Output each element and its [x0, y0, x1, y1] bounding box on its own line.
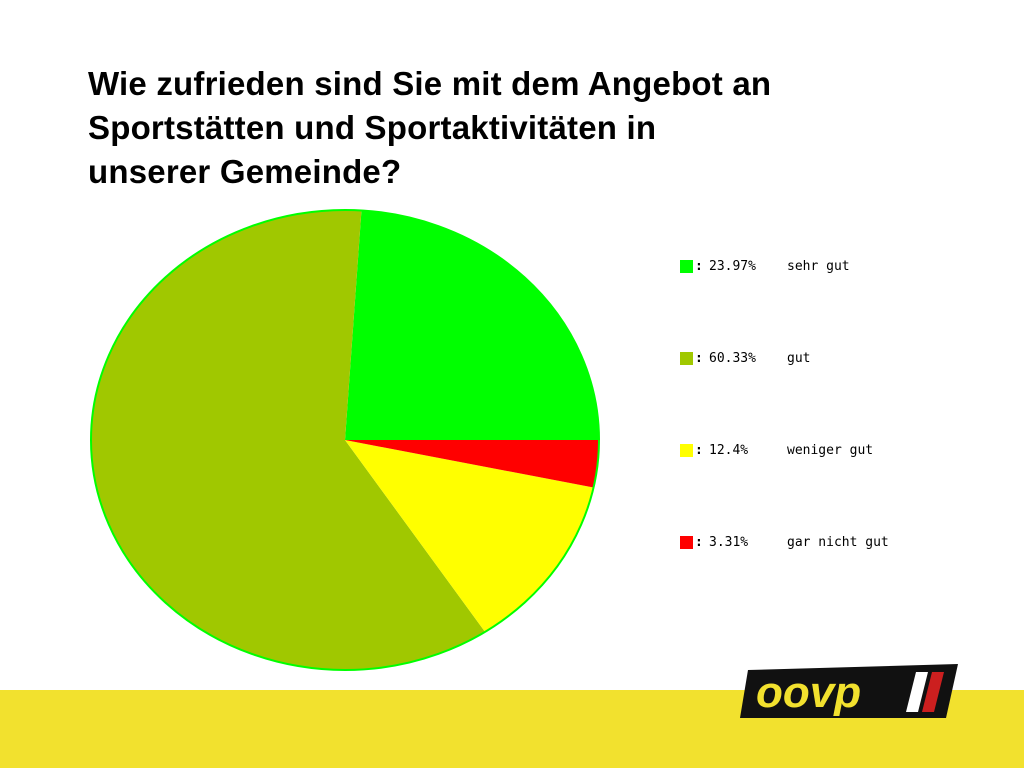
legend-label-gut: gut — [787, 350, 811, 366]
legend-swatch-gut — [680, 351, 693, 365]
legend-item-gar-nicht-gut: : 3.31% gar nicht gut — [680, 532, 889, 552]
slide-title: Wie zufrieden sind Sie mit dem Angebot a… — [88, 65, 772, 190]
pie-slices — [90, 209, 600, 671]
legend-label-gar-nicht-gut: gar nicht gut — [787, 534, 889, 550]
legend-percent-gar-nicht-gut: 3.31% — [709, 534, 749, 550]
logo-accent-white — [906, 672, 928, 712]
pie-slice-gar-nicht-gut — [345, 440, 599, 488]
legend-item-sehr-gut: : 23.97% sehr gut — [680, 256, 850, 276]
legend-item-weniger-gut: : 12.4% weniger gut — [680, 440, 873, 460]
legend-colon: : — [695, 258, 703, 274]
legend-percent-weniger-gut: 12.4% — [709, 442, 749, 458]
pie-outline — [90, 209, 600, 671]
legend-swatch-weniger-gut — [680, 443, 693, 457]
logo-frame — [740, 664, 958, 718]
logo-text: oovp — [756, 668, 861, 717]
legend-percent-sehr-gut: 23.97% — [709, 258, 756, 274]
legend-swatch-sehr-gut — [680, 259, 693, 273]
legend-colon: : — [695, 534, 703, 550]
legend-label-weniger-gut: weniger gut — [787, 442, 874, 458]
legend-item-gut: : 60.33% gut — [680, 348, 810, 368]
logo-accent-red — [922, 672, 944, 712]
pie-slice-weniger-gut — [345, 440, 594, 632]
oovp-logo: oovp — [740, 664, 958, 718]
legend-percent-gut: 60.33% — [709, 350, 756, 366]
pie-slice-gut — [91, 209, 486, 670]
legend-swatch-gar-nicht-gut — [680, 535, 693, 549]
legend-colon: : — [695, 350, 703, 366]
pie-slice-sehr-gut — [345, 210, 599, 440]
legend-label-sehr-gut: sehr gut — [787, 258, 850, 274]
legend-colon: : — [695, 442, 703, 458]
pie-chart — [90, 209, 600, 671]
